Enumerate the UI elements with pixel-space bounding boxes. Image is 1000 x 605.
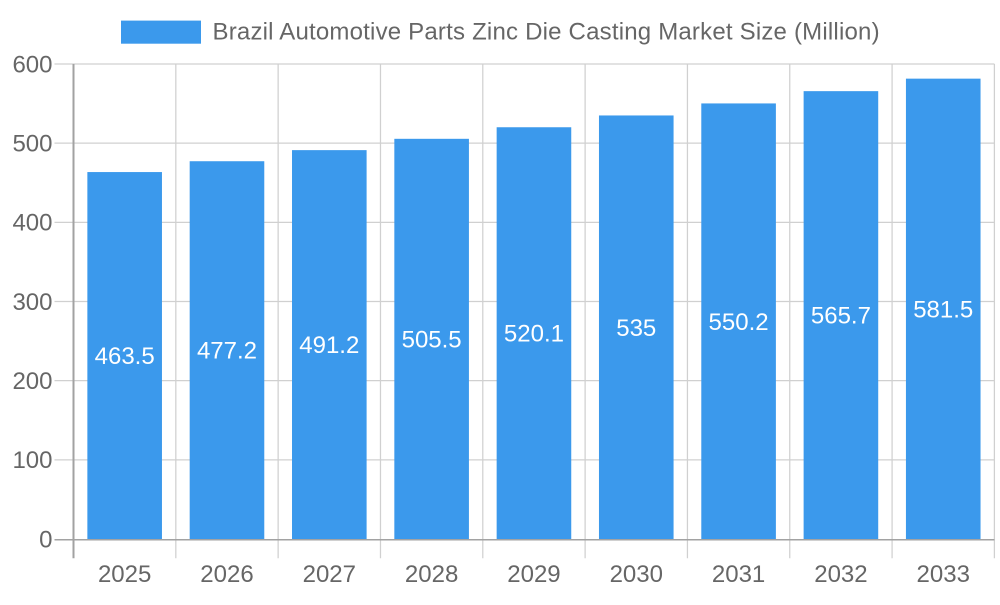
svg-text:2027: 2027 [303, 561, 356, 588]
svg-text:200: 200 [12, 368, 52, 395]
svg-text:535: 535 [616, 315, 656, 342]
svg-text:300: 300 [12, 289, 52, 316]
svg-text:505.5: 505.5 [402, 327, 462, 354]
svg-text:2031: 2031 [712, 561, 765, 588]
svg-text:550.2: 550.2 [709, 309, 769, 336]
svg-text:400: 400 [12, 210, 52, 237]
svg-text:2030: 2030 [610, 561, 663, 588]
svg-text:491.2: 491.2 [299, 332, 359, 359]
svg-text:581.5: 581.5 [913, 296, 973, 323]
svg-text:565.7: 565.7 [811, 303, 871, 330]
svg-text:520.1: 520.1 [504, 321, 564, 348]
svg-text:100: 100 [12, 447, 52, 474]
svg-text:0: 0 [39, 526, 52, 553]
svg-text:2025: 2025 [98, 561, 151, 588]
svg-text:477.2: 477.2 [197, 338, 257, 365]
svg-text:500: 500 [12, 131, 52, 158]
svg-text:600: 600 [12, 51, 52, 78]
svg-text:2026: 2026 [200, 561, 253, 588]
svg-text:2032: 2032 [814, 561, 867, 588]
svg-text:2029: 2029 [507, 561, 560, 588]
svg-text:2028: 2028 [405, 561, 458, 588]
svg-text:463.5: 463.5 [95, 343, 155, 370]
svg-text:Brazil Automotive Parts Zinc D: Brazil Automotive Parts Zinc Die Casting… [213, 19, 880, 46]
svg-text:2033: 2033 [917, 561, 970, 588]
